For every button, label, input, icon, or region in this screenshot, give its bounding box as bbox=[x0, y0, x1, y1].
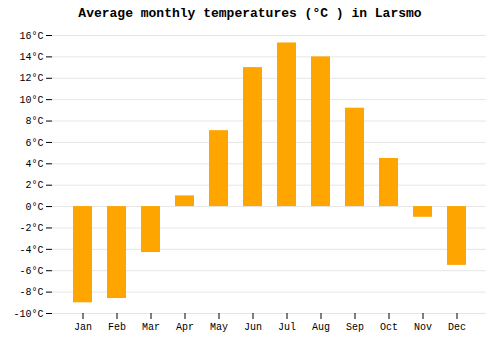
svg-text:-6°C: -6°C bbox=[19, 266, 43, 277]
svg-text:4°C: 4°C bbox=[25, 159, 43, 170]
svg-text:0°C: 0°C bbox=[25, 202, 43, 213]
svg-text:12°C: 12°C bbox=[19, 73, 43, 84]
svg-text:2°C: 2°C bbox=[25, 180, 43, 191]
svg-text:-2°C: -2°C bbox=[19, 223, 43, 234]
svg-text:Jan: Jan bbox=[74, 322, 92, 333]
svg-text:Nov: Nov bbox=[414, 322, 432, 333]
svg-text:-8°C: -8°C bbox=[19, 287, 43, 298]
svg-text:May: May bbox=[210, 322, 228, 333]
svg-text:Jun: Jun bbox=[244, 322, 262, 333]
svg-text:Aug: Aug bbox=[312, 322, 330, 333]
svg-text:16°C: 16°C bbox=[19, 31, 43, 42]
svg-text:6°C: 6°C bbox=[25, 138, 43, 149]
svg-text:Sep: Sep bbox=[346, 322, 364, 333]
svg-text:Apr: Apr bbox=[176, 322, 194, 333]
svg-text:-10°C: -10°C bbox=[13, 309, 43, 320]
svg-text:Feb: Feb bbox=[108, 322, 126, 333]
svg-text:Mar: Mar bbox=[142, 322, 160, 333]
svg-text:Oct: Oct bbox=[380, 322, 398, 333]
svg-text:10°C: 10°C bbox=[19, 95, 43, 106]
svg-text:Jul: Jul bbox=[278, 322, 296, 333]
svg-text:8°C: 8°C bbox=[25, 116, 43, 127]
svg-text:14°C: 14°C bbox=[19, 52, 43, 63]
svg-text:-4°C: -4°C bbox=[19, 245, 43, 256]
html-text:Average monthly temperatures (: Average monthly temperatures (°C ) in La… bbox=[78, 6, 422, 21]
svg-text:Dec: Dec bbox=[448, 322, 466, 333]
